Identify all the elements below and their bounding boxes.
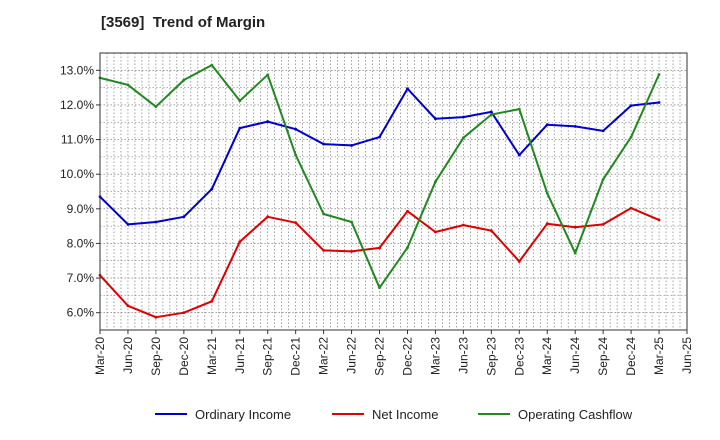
data-point-ordinary-income <box>434 117 437 121</box>
x-tick-label: Jun-23 <box>456 337 470 374</box>
data-point-operating-cashflow <box>182 78 186 82</box>
data-point-net-income <box>378 246 381 250</box>
x-tick-label: Dec-21 <box>289 337 303 376</box>
x-tick-label: Sep-20 <box>149 337 163 376</box>
x-tick-label: Jun-25 <box>680 337 694 374</box>
data-point-ordinary-income <box>350 144 353 147</box>
data-point-ordinary-income <box>182 215 186 219</box>
data-point-net-income <box>545 222 549 226</box>
y-tick-label: 7.0% <box>67 271 95 285</box>
y-tick-label: 6.0% <box>67 306 95 320</box>
x-tick-label: Jun-24 <box>568 337 582 374</box>
legend-label-operating-cashflow: Operating Cashflow <box>518 407 633 422</box>
data-point-net-income <box>629 206 633 210</box>
data-point-ordinary-income <box>489 110 493 114</box>
data-point-ordinary-income <box>629 104 633 108</box>
data-point-ordinary-income <box>210 187 214 191</box>
data-point-operating-cashflow <box>434 180 437 184</box>
y-tick-label: 13.0% <box>60 63 94 77</box>
data-point-operating-cashflow <box>294 153 298 157</box>
data-point-ordinary-income <box>126 222 130 226</box>
data-point-ordinary-income <box>294 127 298 131</box>
data-point-ordinary-income <box>406 87 409 91</box>
x-tick-label: Sep-22 <box>373 337 387 376</box>
x-tick-label: Mar-25 <box>652 337 666 375</box>
data-point-net-income <box>657 218 661 222</box>
legend-label-net-income: Net Income <box>372 407 438 422</box>
data-point-ordinary-income <box>266 120 270 123</box>
data-point-ordinary-income <box>154 220 158 224</box>
plot-frame <box>99 52 688 331</box>
data-point-net-income <box>517 260 521 263</box>
x-tick-label: Dec-24 <box>624 337 638 376</box>
data-point-operating-cashflow <box>573 251 577 255</box>
data-point-ordinary-income <box>517 153 521 157</box>
data-point-operating-cashflow <box>517 107 521 111</box>
data-point-operating-cashflow <box>657 73 661 76</box>
data-point-net-income <box>461 223 465 227</box>
data-point-operating-cashflow <box>545 191 549 195</box>
data-point-net-income <box>294 221 298 225</box>
x-tick-label: Sep-21 <box>261 337 275 376</box>
data-point-net-income <box>154 315 158 319</box>
legend-label-ordinary-income: Ordinary Income <box>195 407 291 422</box>
x-tick-label: Jun-22 <box>345 337 359 374</box>
data-point-operating-cashflow <box>601 177 605 181</box>
x-tick-label: Jun-21 <box>233 337 247 374</box>
chart-title: [3569] Trend of Margin <box>101 14 266 31</box>
data-point-ordinary-income <box>545 123 549 127</box>
data-point-net-income <box>322 248 326 252</box>
x-tick-label: Dec-22 <box>400 337 414 376</box>
x-tick-label: Dec-23 <box>512 337 526 376</box>
data-point-net-income <box>489 229 493 233</box>
data-point-operating-cashflow <box>489 113 493 117</box>
data-point-net-income <box>182 311 186 315</box>
data-point-operating-cashflow <box>350 220 353 224</box>
data-point-operating-cashflow <box>210 63 214 67</box>
data-point-operating-cashflow <box>266 73 270 77</box>
data-point-ordinary-income <box>238 126 242 130</box>
data-point-ordinary-income <box>657 101 661 104</box>
x-tick-label: Mar-21 <box>205 337 219 375</box>
x-tick-label: Sep-23 <box>484 337 498 376</box>
data-point-ordinary-income <box>378 135 381 139</box>
x-tick-label: Mar-22 <box>317 337 331 375</box>
data-point-net-income <box>434 230 437 234</box>
x-tick-label: Dec-20 <box>177 337 191 376</box>
data-point-operating-cashflow <box>126 83 130 87</box>
data-point-net-income <box>210 299 214 303</box>
data-point-net-income <box>406 209 409 213</box>
y-tick-label: 9.0% <box>67 202 95 216</box>
x-tick-label: Jun-20 <box>121 337 135 374</box>
data-point-net-income <box>238 240 242 244</box>
data-point-ordinary-income <box>461 115 465 119</box>
x-tick-label: Sep-24 <box>596 337 610 376</box>
y-tick-label: 12.0% <box>60 98 94 112</box>
data-point-operating-cashflow <box>629 135 633 139</box>
data-point-operating-cashflow <box>406 246 409 249</box>
data-point-ordinary-income <box>573 125 577 128</box>
data-point-net-income <box>126 304 130 308</box>
data-point-ordinary-income <box>322 142 326 146</box>
x-tick-label: Mar-20 <box>93 337 107 375</box>
data-point-operating-cashflow <box>154 105 158 109</box>
data-point-ordinary-income <box>601 129 605 133</box>
data-point-operating-cashflow <box>461 136 465 140</box>
data-point-net-income <box>573 225 577 229</box>
data-point-net-income <box>266 215 270 219</box>
data-point-operating-cashflow <box>378 286 381 290</box>
series-line-net-income <box>99 207 660 319</box>
data-point-operating-cashflow <box>322 212 326 216</box>
data-point-net-income <box>350 250 353 253</box>
y-tick-label: 8.0% <box>67 236 95 250</box>
y-tick-label: 11.0% <box>61 133 94 147</box>
x-tick-label: Mar-24 <box>540 337 554 375</box>
data-point-operating-cashflow <box>238 99 242 103</box>
y-tick-label: 10.0% <box>60 167 94 181</box>
x-tick-label: Mar-23 <box>428 337 442 375</box>
data-point-net-income <box>601 222 605 226</box>
